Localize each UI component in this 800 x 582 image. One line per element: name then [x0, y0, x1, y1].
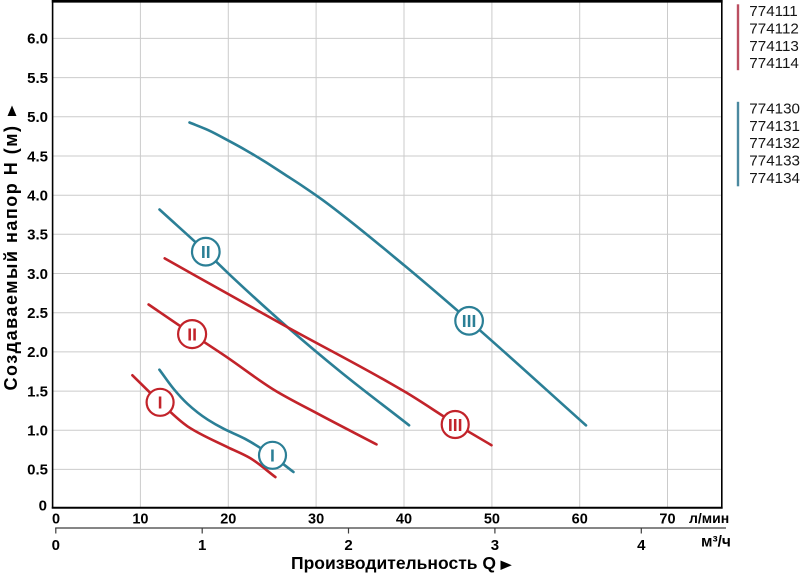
svg-text:1.0: 1.0 [27, 423, 48, 440]
svg-text:774130: 774130 [749, 100, 800, 117]
svg-text:л/мин: л/мин [689, 510, 729, 526]
svg-text:774113: 774113 [749, 38, 799, 55]
svg-text:4: 4 [637, 537, 646, 554]
svg-text:3.0: 3.0 [27, 266, 48, 283]
svg-text:III: III [462, 311, 477, 331]
svg-text:III: III [448, 415, 463, 435]
svg-text:774132: 774132 [749, 135, 800, 152]
svg-text:I: I [270, 446, 275, 466]
svg-text:0: 0 [52, 537, 60, 554]
svg-text:60: 60 [572, 512, 588, 528]
svg-text:2.0: 2.0 [27, 344, 48, 361]
svg-text:30: 30 [308, 512, 324, 528]
svg-text:3.5: 3.5 [27, 227, 48, 244]
svg-text:774131: 774131 [749, 118, 800, 135]
svg-text:774111: 774111 [749, 3, 797, 20]
svg-text:4.5: 4.5 [27, 148, 48, 165]
svg-text:2: 2 [344, 537, 352, 554]
svg-text:50: 50 [484, 512, 500, 528]
svg-text:0: 0 [39, 498, 47, 515]
svg-text:3: 3 [491, 537, 499, 554]
svg-text:774114: 774114 [749, 55, 799, 72]
svg-text:4.0: 4.0 [27, 188, 48, 205]
svg-text:I: I [158, 393, 163, 413]
svg-text:774112: 774112 [749, 21, 799, 38]
svg-text:м³/ч: м³/ч [701, 534, 731, 551]
svg-text:1: 1 [198, 537, 206, 554]
svg-text:0: 0 [52, 512, 60, 528]
svg-text:II: II [201, 242, 211, 262]
svg-text:6.0: 6.0 [27, 31, 48, 48]
svg-text:20: 20 [220, 512, 236, 528]
svg-text:Создаваемый напор H (м): Создаваемый напор H (м) [1, 124, 21, 390]
svg-text:5.5: 5.5 [27, 70, 48, 87]
svg-text:1.5: 1.5 [27, 383, 48, 400]
svg-text:2.5: 2.5 [27, 305, 48, 322]
svg-text:II: II [187, 324, 197, 344]
svg-text:774134: 774134 [749, 170, 800, 187]
svg-text:Производительность Q: Производительность Q [291, 553, 496, 573]
svg-text:10: 10 [132, 512, 148, 528]
svg-text:0.5: 0.5 [27, 462, 48, 479]
svg-text:5.0: 5.0 [27, 109, 48, 126]
svg-text:774133: 774133 [749, 153, 800, 170]
svg-text:70: 70 [659, 512, 675, 528]
svg-text:40: 40 [396, 512, 412, 528]
